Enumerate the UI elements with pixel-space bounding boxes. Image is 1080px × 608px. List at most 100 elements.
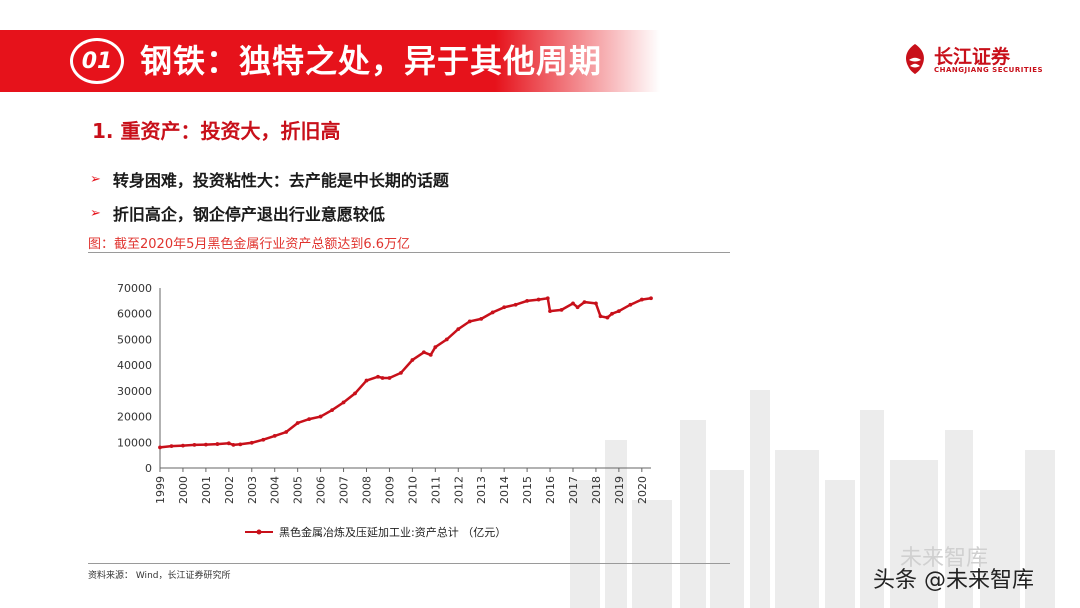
data-point (545, 296, 550, 301)
bullet-text: 折旧高企，钢企停产退出行业意愿较低 (112, 205, 385, 224)
y-tick-label: 50000 (117, 333, 152, 346)
data-point (261, 437, 266, 442)
data-point (639, 297, 644, 302)
data-point (284, 430, 289, 434)
x-tick-label: 2019 (613, 476, 626, 504)
bullet-arrow-icon: ➢ (90, 171, 101, 187)
data-point (513, 302, 518, 307)
data-point (490, 310, 495, 315)
data-point (582, 300, 587, 305)
logo-name-cn: 长江证券 (934, 46, 1011, 68)
y-tick-label: 70000 (117, 282, 152, 295)
data-point (192, 442, 197, 447)
data-point (307, 417, 312, 422)
data-point (272, 433, 277, 438)
legend-marker (256, 529, 262, 535)
footer-rule (88, 563, 730, 564)
data-point (571, 301, 575, 306)
data-point (249, 440, 254, 445)
data-point (598, 314, 603, 319)
x-tick-label: 2007 (338, 476, 351, 504)
data-point (456, 327, 461, 332)
x-tick-label: 2015 (521, 476, 534, 504)
x-tick-label: 2002 (223, 476, 236, 504)
y-tick-label: 0 (145, 462, 152, 475)
y-tick-label: 30000 (117, 385, 152, 398)
y-tick-label: 10000 (117, 436, 152, 449)
legend-label: 黑色金属冶炼及压延加工业:资产总计 （亿元） (279, 525, 506, 539)
bullet-item: ➢ 折旧高企，钢企停产退出行业意愿较低 (90, 201, 385, 225)
bullet-arrow-icon: ➢ (90, 205, 101, 221)
data-point (341, 400, 346, 405)
data-point (502, 305, 507, 310)
x-tick-label: 2011 (429, 476, 442, 504)
data-point (387, 376, 392, 380)
section-title: 1. 重资产：投资大，折旧高 (92, 119, 341, 143)
x-tick-label: 2017 (567, 476, 580, 504)
data-point (410, 358, 415, 362)
x-tick-label: 2006 (315, 476, 328, 504)
data-point (238, 442, 243, 447)
data-point (318, 414, 323, 419)
x-tick-label: 2003 (246, 476, 259, 504)
data-point (628, 302, 633, 307)
x-tick-label: 2012 (452, 476, 465, 504)
data-point (605, 315, 610, 320)
x-tick-label: 2008 (360, 476, 373, 504)
figure-caption: 图：截至2020年5月黑色金属行业资产总额达到6.6万亿 (88, 237, 411, 252)
x-tick-label: 2009 (383, 476, 396, 504)
data-point (181, 443, 185, 448)
logo-name-en: CHANGJIANG SECURITIES (934, 66, 1044, 74)
x-tick-label: 2005 (292, 476, 305, 504)
data-point (158, 445, 162, 450)
data-point (330, 408, 334, 413)
data-point (444, 337, 449, 342)
data-point (295, 421, 300, 425)
data-point (203, 442, 208, 447)
bullet-item: ➢ 转身困难，投资粘性大：去产能是中长期的话题 (90, 167, 449, 191)
data-point (428, 352, 433, 357)
data-point (380, 376, 385, 380)
y-tick-label: 40000 (117, 359, 152, 372)
data-point (649, 296, 653, 301)
data-point (594, 301, 598, 306)
watermark: 头条 @未来智库 (873, 568, 1034, 593)
data-point (467, 319, 472, 324)
page-title: 钢铁：独特之处，异于其他周期 (140, 42, 603, 80)
x-tick-label: 2010 (406, 476, 419, 504)
x-tick-label: 2000 (177, 476, 190, 504)
data-point (376, 374, 380, 379)
x-tick-label: 2018 (590, 476, 603, 504)
data-point (169, 444, 174, 449)
x-tick-label: 2001 (200, 476, 213, 504)
bullet-text: 转身困难，投资粘性大：去产能是中长期的话题 (112, 171, 449, 190)
data-point (364, 378, 369, 383)
x-tick-label: 2014 (498, 476, 511, 504)
x-tick-label: 2016 (544, 476, 557, 504)
data-point (548, 309, 552, 314)
data-point (610, 311, 614, 316)
data-point (353, 391, 357, 396)
caption-rule (88, 252, 730, 253)
source-note: 资料来源： Wind，长江证券研究所 (88, 571, 231, 581)
data-point (215, 442, 220, 446)
data-point (536, 297, 541, 302)
x-tick-label: 1999 (154, 476, 167, 504)
watermark-faint: 未来智库 (900, 546, 989, 571)
data-point (399, 370, 403, 375)
data-point (575, 305, 580, 310)
skyline-background (570, 390, 1055, 608)
data-point (231, 442, 236, 447)
series-line (159, 296, 652, 449)
data-point (421, 350, 426, 355)
y-tick-label: 60000 (117, 308, 152, 321)
x-tick-label: 2004 (269, 476, 282, 504)
data-point (525, 298, 530, 303)
section-number-badge: 01 (70, 38, 124, 84)
data-point (226, 441, 231, 446)
y-tick-label: 20000 (117, 411, 152, 424)
asset-total-line-chart: 0 10000 20000 30000 40000 50000 60000 70000 1999… (117, 282, 653, 539)
logo-mark-icon (906, 44, 924, 74)
data-point (559, 307, 564, 312)
company-logo: 长江证券 CHANGJIANG SECURITIES (900, 42, 1044, 78)
